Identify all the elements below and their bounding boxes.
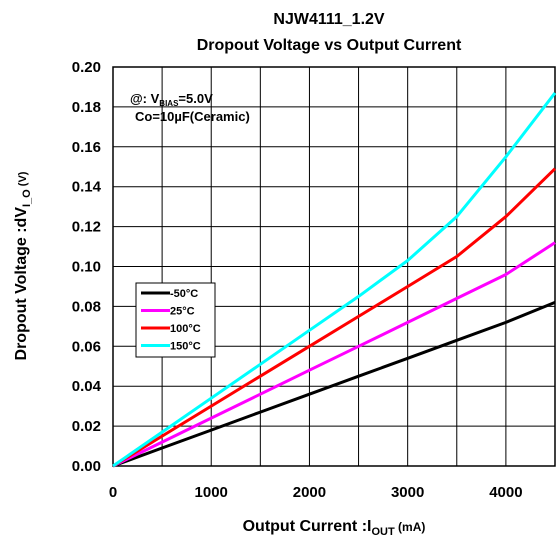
y-tick-label: 0.06: [72, 338, 101, 355]
conditions-annotation: @: VBIAS=5.0V Co=10µF(Ceramic): [130, 91, 250, 124]
series-line: [112, 167, 557, 468]
y-axis-label-main: Dropout Voltage :dV: [13, 207, 30, 361]
y-axis-label-sub: I_O: [21, 189, 33, 207]
series-line: [112, 91, 557, 468]
x-axis-label-unit: (mA): [395, 520, 426, 534]
svg-text:@: VBIAS=5.0V: @: VBIAS=5.0V: [130, 91, 213, 108]
series-lines: [112, 91, 557, 468]
plot-area-border: [112, 66, 556, 467]
y-axis-label-unit: (V): [17, 171, 29, 189]
legend-label: -50°C: [170, 288, 198, 300]
series-line: [112, 301, 556, 468]
x-axis-label-main: Output Current :I: [243, 518, 372, 535]
condition-bias-prefix: @: V: [130, 91, 160, 106]
grid: [113, 67, 555, 466]
condition-bias-sub: BIAS: [159, 99, 179, 108]
y-tick-label: 0.12: [72, 219, 101, 236]
y-tick-label: 0.04: [72, 378, 102, 395]
condition-capacitor: Co=10µF(Ceramic): [135, 109, 250, 124]
y-tick-label: 0.14: [72, 179, 102, 196]
x-tick-label: 4000: [489, 484, 522, 501]
y-tick-label: 0.10: [72, 259, 101, 276]
legend-label: 100°C: [170, 323, 201, 335]
axis-ticks: 0 1000 2000 3000 4000 0.00 0.02 0.04 0.06 0.08 0.1…: [72, 59, 523, 501]
legend: -50°C 25°C 100°C 150°C: [135, 282, 216, 358]
chart-title: NJW4111_1.2V: [273, 11, 385, 28]
legend-label: 150°C: [170, 341, 201, 353]
series-line: [112, 241, 556, 468]
y-tick-label: 0.20: [72, 59, 101, 76]
x-tick-label: 3000: [391, 484, 424, 501]
legend-box: [135, 282, 216, 358]
y-tick-label: 0.18: [72, 99, 101, 116]
condition-bias-value: =5.0V: [178, 91, 213, 106]
x-axis-label-sub: OUT: [371, 526, 395, 538]
legend-label: 25°C: [170, 306, 195, 318]
x-axis-label: Output Current :IOUT (mA): [243, 518, 426, 538]
y-tick-label: 0.02: [72, 418, 101, 435]
x-tick-label: 2000: [293, 484, 326, 501]
x-tick-label: 0: [109, 484, 117, 501]
chart-subtitle: Dropout Voltage vs Output Current: [197, 37, 462, 54]
x-tick-label: 1000: [195, 484, 228, 501]
y-tick-label: 0.08: [72, 298, 101, 315]
y-axis-label: Dropout Voltage :dVI_O (V): [13, 171, 33, 360]
y-tick-label: 0.16: [72, 139, 101, 156]
y-tick-label: 0.00: [72, 458, 101, 475]
